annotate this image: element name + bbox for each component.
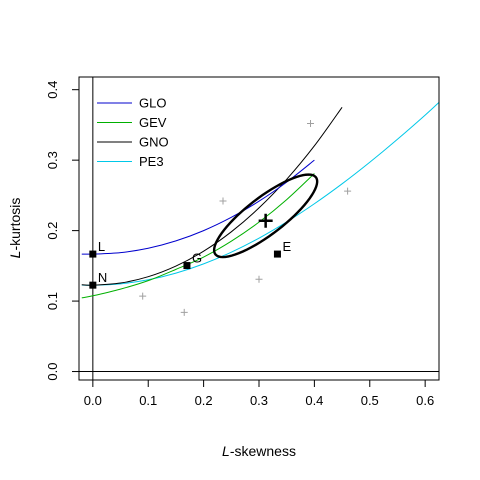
y-tick-label: 0.1	[45, 292, 60, 310]
x-tick-label: 0.2	[195, 393, 213, 408]
x-tick-label: 0.0	[84, 393, 102, 408]
y-tick-label: 0.3	[45, 151, 60, 169]
x-tick-label: 0.5	[361, 393, 379, 408]
regional-average-marker	[258, 213, 273, 228]
site-point-5	[307, 120, 315, 128]
x-tick-label: 0.4	[305, 393, 323, 408]
point-label-g: G	[192, 251, 202, 266]
site-point-6	[344, 187, 352, 195]
legend-label-gev: GEV	[139, 115, 167, 130]
x-tick-label: 0.1	[139, 393, 157, 408]
site-point-4	[255, 275, 263, 283]
point-label-e: E	[282, 239, 291, 254]
y-tick-label: 0.0	[45, 363, 60, 381]
site-point-2	[180, 308, 188, 316]
x-axis: 0.0 0.1 0.2 0.3 0.4 0.5 0.6	[84, 379, 434, 408]
x-tick-label: 0.3	[250, 393, 268, 408]
legend-label-glo: GLO	[139, 96, 166, 111]
y-tick-label: 0.4	[45, 81, 60, 99]
point-label-l: L	[98, 239, 105, 254]
y-axis-title: L-kurtosis	[7, 198, 23, 259]
site-point-3	[219, 197, 227, 205]
point-marker-g	[183, 262, 191, 270]
legend-label-gno: GNO	[139, 135, 169, 150]
point-marker-n	[89, 281, 97, 289]
plot-area	[79, 77, 439, 380]
y-axis: 0.0 0.1 0.2 0.3 0.4	[45, 81, 80, 381]
legend-label-pe3: PE3	[139, 154, 164, 169]
curve-pe3	[81, 102, 439, 286]
site-point-1	[139, 292, 147, 300]
point-marker-l	[89, 250, 97, 258]
legend: GLO GEV GNO PE3	[97, 96, 169, 169]
point-label-n: N	[98, 270, 107, 285]
curve-gno	[81, 107, 343, 286]
point-marker-e	[273, 250, 281, 258]
y-tick-label: 0.2	[45, 222, 60, 240]
x-axis-title: L-skewness	[222, 443, 296, 459]
confidence-ellipse	[212, 173, 319, 259]
x-tick-label: 0.6	[416, 393, 434, 408]
curve-glo	[81, 159, 315, 255]
